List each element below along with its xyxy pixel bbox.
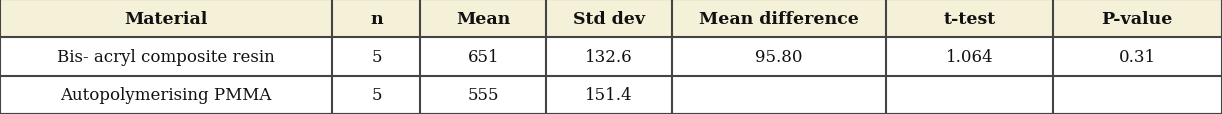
Text: 651: 651 bbox=[468, 49, 499, 65]
Text: 555: 555 bbox=[468, 87, 499, 103]
Text: 95.80: 95.80 bbox=[755, 49, 803, 65]
Text: Mean difference: Mean difference bbox=[699, 11, 859, 27]
Text: 5: 5 bbox=[371, 87, 381, 103]
Text: Std dev: Std dev bbox=[573, 11, 645, 27]
Bar bbox=[0, 0, 1222, 38]
Text: P-value: P-value bbox=[1101, 11, 1173, 27]
Text: n: n bbox=[370, 11, 382, 27]
Bar bbox=[0, 76, 1222, 114]
Text: Material: Material bbox=[125, 11, 208, 27]
Text: 132.6: 132.6 bbox=[585, 49, 633, 65]
Text: 5: 5 bbox=[371, 49, 381, 65]
Text: Bis- acryl composite resin: Bis- acryl composite resin bbox=[57, 49, 275, 65]
Bar bbox=[0, 38, 1222, 76]
Text: 1.064: 1.064 bbox=[946, 49, 993, 65]
Text: Mean: Mean bbox=[456, 11, 511, 27]
Text: Autopolymerising PMMA: Autopolymerising PMMA bbox=[61, 87, 271, 103]
Text: 151.4: 151.4 bbox=[585, 87, 633, 103]
Text: t-test: t-test bbox=[943, 11, 996, 27]
Text: 0.31: 0.31 bbox=[1118, 49, 1156, 65]
